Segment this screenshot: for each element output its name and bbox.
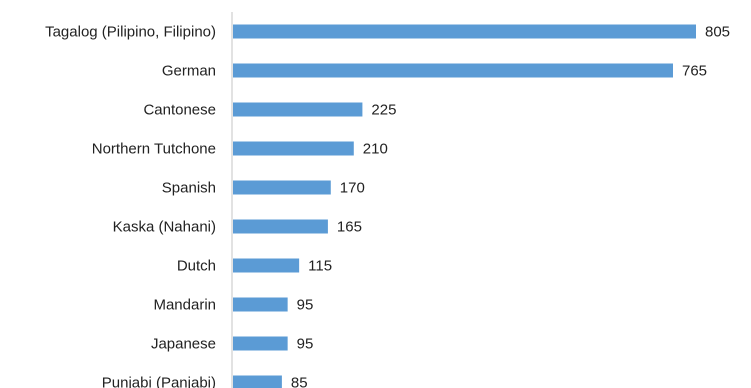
- value-label-6: 115: [308, 258, 332, 275]
- category-label-9: Punjabi (Panjabi): [102, 375, 216, 388]
- bar-9: [233, 375, 282, 388]
- value-label-5: 165: [337, 219, 362, 236]
- bar-0: [233, 24, 696, 39]
- bar-7: [233, 297, 288, 312]
- category-label-2: Cantonese: [143, 102, 216, 119]
- value-label-1: 765: [682, 63, 707, 80]
- category-label-5: Kaska (Nahani): [113, 219, 216, 236]
- category-label-8: Japanese: [151, 336, 216, 353]
- value-label-8: 95: [297, 336, 314, 353]
- bar-4: [233, 180, 331, 195]
- category-label-6: Dutch: [177, 258, 216, 275]
- value-label-0: 805: [705, 24, 730, 41]
- value-label-9: 85: [291, 375, 308, 388]
- bar-8: [233, 336, 288, 351]
- value-label-2: 225: [371, 102, 396, 119]
- bar-2: [233, 102, 363, 117]
- category-labels-group: Tagalog (Pilipino, Filipino) German Canton…: [45, 24, 216, 388]
- bar-3: [233, 141, 354, 156]
- category-label-3: Northern Tutchone: [92, 141, 216, 158]
- bar-5: [233, 219, 328, 234]
- value-label-3: 210: [363, 141, 388, 158]
- category-label-4: Spanish: [162, 180, 216, 197]
- value-label-7: 95: [297, 297, 314, 314]
- value-labels-group: 805 765 225 210 170 165 115 95 95 85: [291, 24, 730, 388]
- category-label-0: Tagalog (Pilipino, Filipino): [45, 24, 216, 41]
- category-label-1: German: [162, 63, 216, 80]
- value-label-4: 170: [340, 180, 365, 197]
- bars-group: [233, 24, 696, 388]
- bar-1: [233, 63, 673, 78]
- category-label-7: Mandarin: [153, 297, 216, 314]
- bar-6: [233, 258, 300, 273]
